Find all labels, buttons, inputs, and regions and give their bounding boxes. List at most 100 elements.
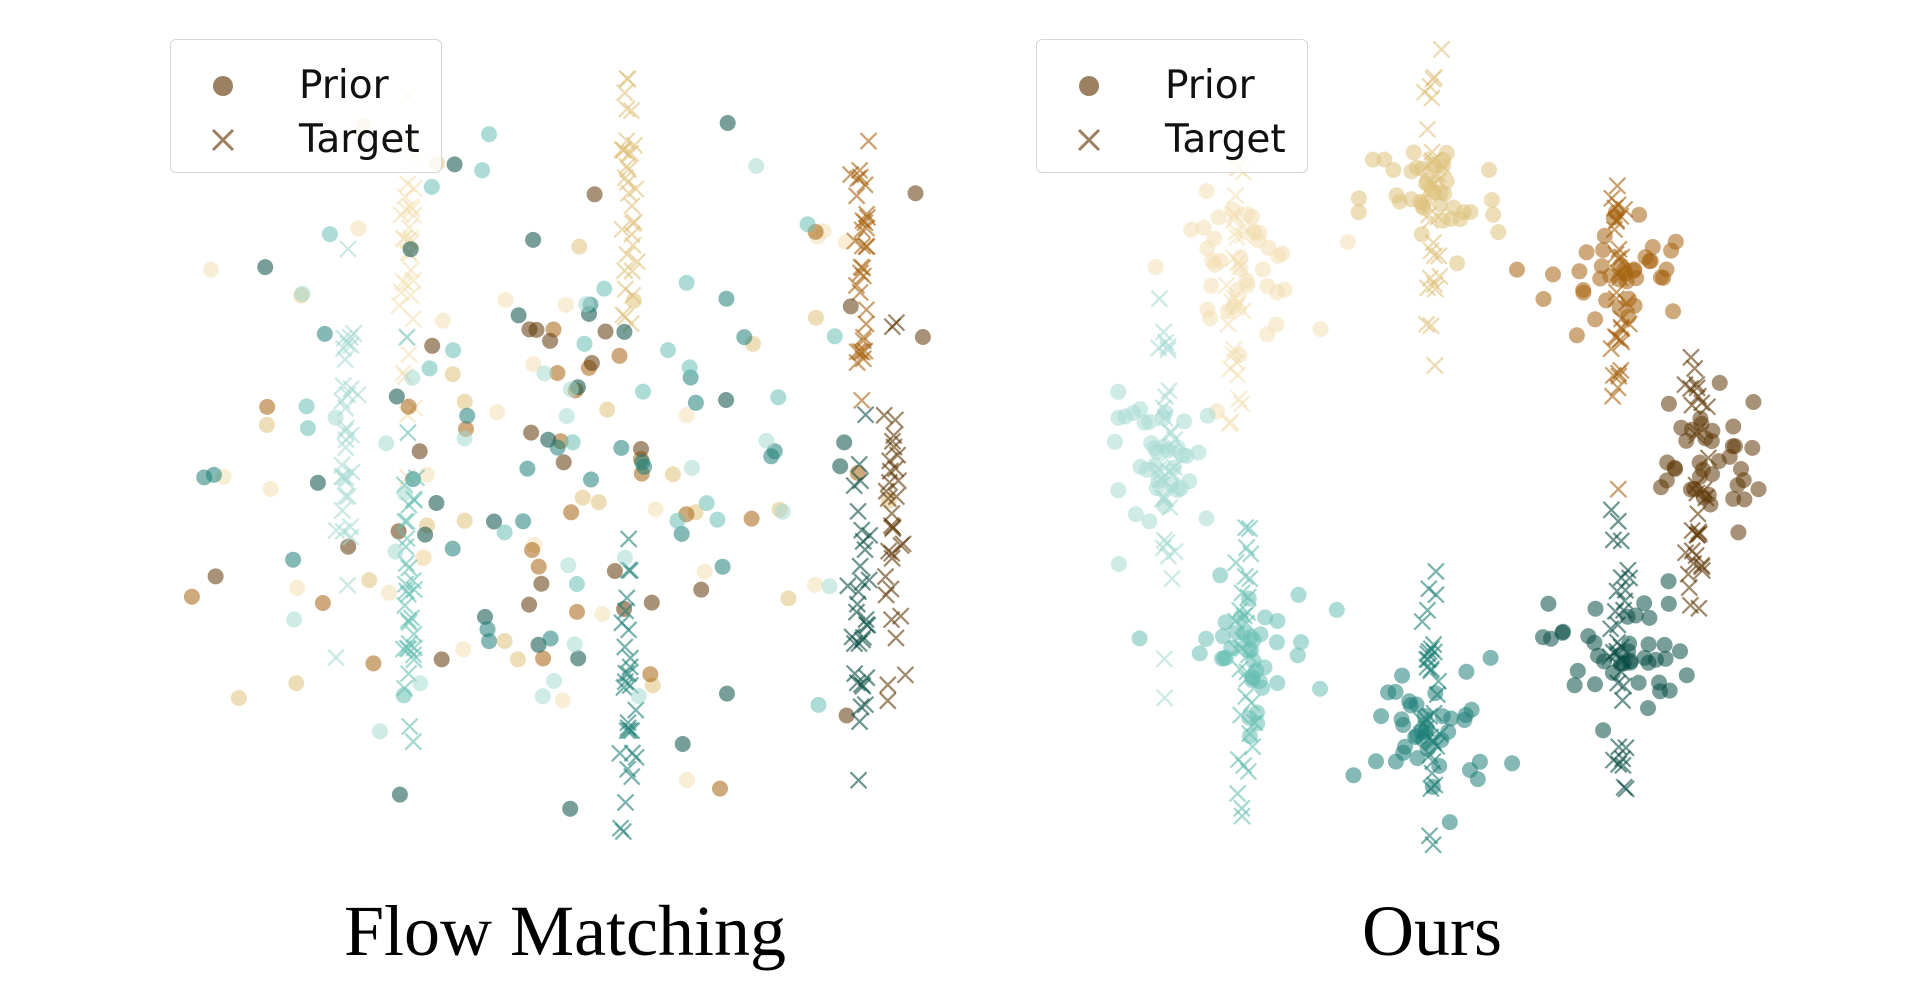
target-point xyxy=(618,100,636,118)
target-point xyxy=(851,342,869,361)
prior-point xyxy=(396,485,413,502)
target-point xyxy=(847,187,866,205)
prior-point xyxy=(1452,211,1469,228)
target-point xyxy=(1222,413,1240,431)
prior-point xyxy=(643,594,660,611)
prior-point xyxy=(693,581,710,598)
prior-point xyxy=(1127,506,1144,523)
prior-point xyxy=(289,579,306,596)
prior-point xyxy=(421,360,438,377)
target-point xyxy=(1418,120,1437,138)
target-point xyxy=(851,264,870,282)
prior-point xyxy=(1482,649,1499,666)
target-point xyxy=(1229,750,1248,769)
prior-point xyxy=(535,650,552,667)
target-point xyxy=(624,236,642,255)
target-point xyxy=(883,504,901,523)
prior-point xyxy=(1110,556,1127,572)
prior-point xyxy=(1504,755,1521,772)
prior-point xyxy=(1415,199,1432,216)
prior-point xyxy=(1744,439,1761,456)
prior-point xyxy=(510,307,527,324)
prior-point xyxy=(1156,438,1173,455)
prior-point xyxy=(1575,284,1592,301)
prior-point xyxy=(647,501,664,518)
prior-point xyxy=(1630,674,1647,691)
prior-point xyxy=(842,298,859,315)
prior-point xyxy=(1228,624,1245,641)
prior-point xyxy=(423,178,440,195)
target-point xyxy=(1425,246,1444,265)
target-point xyxy=(1233,799,1251,818)
target-point xyxy=(1228,228,1246,247)
target-point xyxy=(1620,569,1639,587)
prior-point xyxy=(1190,444,1207,461)
target-point xyxy=(623,767,641,786)
prior-point xyxy=(1566,677,1583,694)
target-point xyxy=(1230,390,1248,408)
prior-point xyxy=(1224,201,1241,218)
prior-point xyxy=(1252,626,1269,643)
prior-point xyxy=(1257,609,1274,626)
prior-point xyxy=(1198,183,1215,200)
target-point xyxy=(1226,186,1245,205)
prior-point xyxy=(286,611,303,628)
target-point xyxy=(1232,395,1251,413)
prior-point xyxy=(1736,491,1753,508)
prior-point xyxy=(1328,601,1345,618)
target-point xyxy=(856,695,875,714)
target-point xyxy=(1611,330,1630,349)
target-point xyxy=(1603,189,1621,208)
prior-point xyxy=(1259,278,1276,295)
target-point xyxy=(1227,553,1245,572)
target-point xyxy=(882,580,900,598)
prior-point xyxy=(258,416,275,433)
prior-point xyxy=(361,572,378,589)
prior-point xyxy=(509,651,526,668)
prior-point xyxy=(568,576,585,592)
prior-point xyxy=(412,675,429,692)
prior-point xyxy=(365,655,382,672)
target-point xyxy=(1236,518,1255,537)
target-point xyxy=(1219,315,1237,333)
target-point xyxy=(1687,375,1706,394)
target-point xyxy=(615,84,634,102)
prior-point xyxy=(1248,662,1265,679)
prior-point xyxy=(617,549,633,566)
target-point xyxy=(1424,835,1442,854)
prior-point xyxy=(542,630,559,647)
prior-point xyxy=(405,471,422,488)
prior-point xyxy=(1276,281,1293,298)
target-point xyxy=(1228,784,1247,803)
prior-point xyxy=(298,398,315,415)
target-point xyxy=(616,308,635,326)
prior-point xyxy=(411,443,428,460)
target-point xyxy=(618,245,636,264)
prior-point xyxy=(1745,394,1762,410)
prior-point xyxy=(350,220,367,237)
prior-point xyxy=(1241,728,1258,745)
target-point xyxy=(1612,532,1631,550)
prior-point xyxy=(428,495,445,511)
prior-point xyxy=(444,366,461,383)
prior-point xyxy=(1364,151,1381,168)
prior-point xyxy=(1156,497,1173,514)
target-point xyxy=(404,571,422,590)
target-point xyxy=(853,391,871,410)
prior-point xyxy=(1595,242,1612,258)
prior-point xyxy=(1586,634,1603,651)
prior-point xyxy=(196,469,213,486)
target-point xyxy=(1154,539,1173,557)
prior-point xyxy=(1166,459,1182,476)
target-point xyxy=(1609,738,1628,756)
target-point xyxy=(849,502,867,521)
target-point xyxy=(1609,480,1628,498)
target-point xyxy=(1614,677,1633,695)
prior-point xyxy=(525,231,542,248)
prior-point xyxy=(309,474,326,491)
target-point xyxy=(852,698,870,716)
target-point xyxy=(859,132,878,150)
prior-point xyxy=(597,323,614,340)
prior-point xyxy=(1259,326,1276,343)
prior-point xyxy=(719,115,736,131)
